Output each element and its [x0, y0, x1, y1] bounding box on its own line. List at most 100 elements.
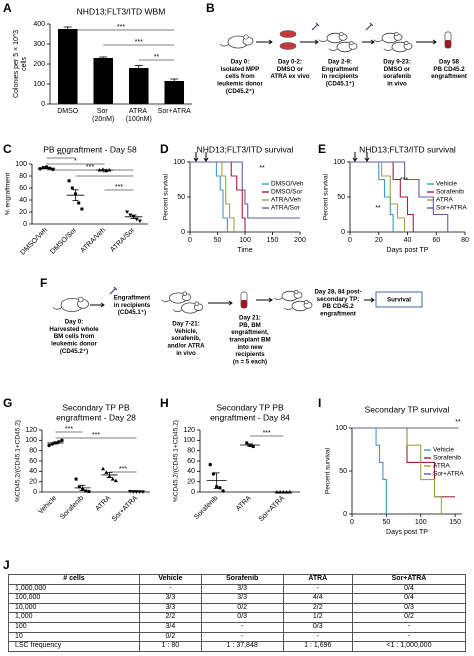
chart-title: Secondary TP PB [62, 402, 130, 412]
diagram-label: PB, BM [239, 322, 261, 329]
table-cell: 2/2 [282, 602, 353, 614]
data-point [77, 485, 81, 489]
table-cell: - [200, 621, 284, 633]
y-tick-label: 60 [29, 458, 37, 465]
legend-label: Vehicle [436, 181, 457, 188]
panel-label: I [318, 396, 321, 410]
y-tick-label: 0 [181, 229, 185, 236]
x-tick-label: 150 [449, 519, 461, 526]
significance-label: *** [119, 466, 127, 473]
diagram-label: PB CD45.2 [322, 303, 354, 310]
data-point [218, 486, 222, 490]
table-cell: - [282, 631, 353, 643]
significance-label: ** [375, 205, 381, 212]
panel-label: G [3, 396, 12, 410]
mouse-tail [52, 306, 63, 310]
table-cell: Sorafenib [200, 574, 284, 585]
y-axis-label: Percent survival [325, 447, 332, 494]
panel-label: A [3, 1, 12, 15]
y-tick-label: 120 [25, 427, 37, 434]
chart-title: NHD13;FLT3/ITD survival [197, 144, 294, 154]
diagram-label: leukemic donor [51, 341, 97, 348]
mouse-ear [243, 34, 249, 40]
y-axis-label: Percent survival [163, 173, 170, 220]
culture-dish [279, 42, 297, 50]
y-tick-label: 0 [341, 229, 345, 236]
mouse-icon [328, 40, 358, 53]
y-tick-label: 400 [33, 21, 45, 28]
diagram-label: Engraftment [114, 295, 150, 302]
y-tick-label: 60 [19, 185, 27, 192]
x-tick-label: ATRA (100nM) [126, 108, 152, 123]
y-tick-label: 100 [33, 81, 45, 88]
data-point [245, 441, 249, 445]
table-cell: LSC frequency [8, 641, 140, 652]
table-cell: 0/3 [282, 621, 353, 633]
error-bar [106, 471, 113, 478]
diagram-label: leukemic donor [217, 81, 263, 88]
mouse-ear [349, 40, 354, 46]
significance-label: ** [259, 165, 265, 172]
y-tick-label: 100 [25, 437, 37, 444]
diagram-label: secondary TP: [317, 296, 360, 303]
table-cell: 0/2 [200, 602, 284, 614]
diagram-label: Harvested whole [49, 326, 99, 333]
legend-label: ATRA [436, 197, 454, 204]
table-cell: 1/2 [282, 612, 353, 623]
diagram-label: Engraftment [322, 66, 358, 73]
mouse-icon [273, 289, 303, 302]
x-tick-label: 0 [348, 237, 352, 244]
x-tick-label: Sor (20nM) [92, 108, 114, 123]
x-tick-label: ATRA [94, 495, 112, 513]
flow-arrow [362, 39, 375, 45]
diagram-label: Day 2-9: [328, 59, 352, 66]
x-tick-label: 150 [267, 237, 279, 244]
diagram-label: BM cells from [54, 333, 95, 340]
survival-line [350, 161, 406, 232]
data-point [128, 213, 133, 217]
diagram-label: in vivo [176, 350, 196, 357]
table-cell: 3/3 [139, 602, 202, 614]
survival-line [352, 427, 387, 514]
bar [164, 81, 185, 104]
y-tick-label: 100 [335, 425, 347, 432]
legend-label: ATRA/Sor [271, 205, 301, 212]
mouse-icon [283, 299, 313, 312]
x-tick-label: DMSO [57, 108, 79, 115]
y-tick-label: 20 [187, 479, 195, 486]
mouse-tail [328, 48, 339, 51]
significance-label: ** [455, 419, 461, 426]
diagram-label: PB CD45.2 [433, 66, 465, 73]
diagram-label: (CD45.1⁺) [326, 81, 354, 88]
table-cell: 1 : 37,848 [200, 641, 284, 652]
table-cell: <1 : 1,000,000 [351, 641, 467, 652]
survival-line [350, 161, 394, 232]
diagram-label: sorafenib [383, 73, 411, 80]
diagram-label: engraftment [431, 73, 467, 80]
culture-dish [279, 30, 297, 38]
y-tick-label: 40 [29, 468, 37, 475]
diagram-label: Isolated MPP [221, 66, 260, 73]
x-tick-label: 40 [404, 237, 412, 244]
diagram-label: Day 58 [439, 59, 460, 66]
legend-label: Sorafenib [433, 455, 461, 462]
table-cell: 0/3 [351, 602, 467, 614]
x-tick-label: Sor+ATRA [258, 495, 287, 524]
diagram-label: cells from [225, 73, 255, 80]
flow-arrow [364, 297, 375, 303]
mouse-ear [404, 40, 409, 46]
legend-label: DMSO/Veh [271, 181, 304, 188]
panel-label: J [3, 558, 10, 572]
lsc-table: # cells Vehicle Sorafenib ATRA Sor+ATRA 1,000… [8, 574, 467, 652]
error-bar [99, 56, 108, 58]
data-point [104, 470, 109, 474]
table-cell: # cells [8, 574, 140, 585]
mouse-tail [161, 299, 171, 303]
survival-line [352, 427, 442, 514]
table-row: LSC frequency 1 : 80 1 : 37,848 1 : 1,696 <1… [8, 641, 467, 652]
table-cell: 0/3 [200, 612, 284, 623]
x-tick-label: 50 [382, 519, 390, 526]
data-point [125, 210, 130, 214]
table-cell: 0/4 [351, 593, 467, 604]
